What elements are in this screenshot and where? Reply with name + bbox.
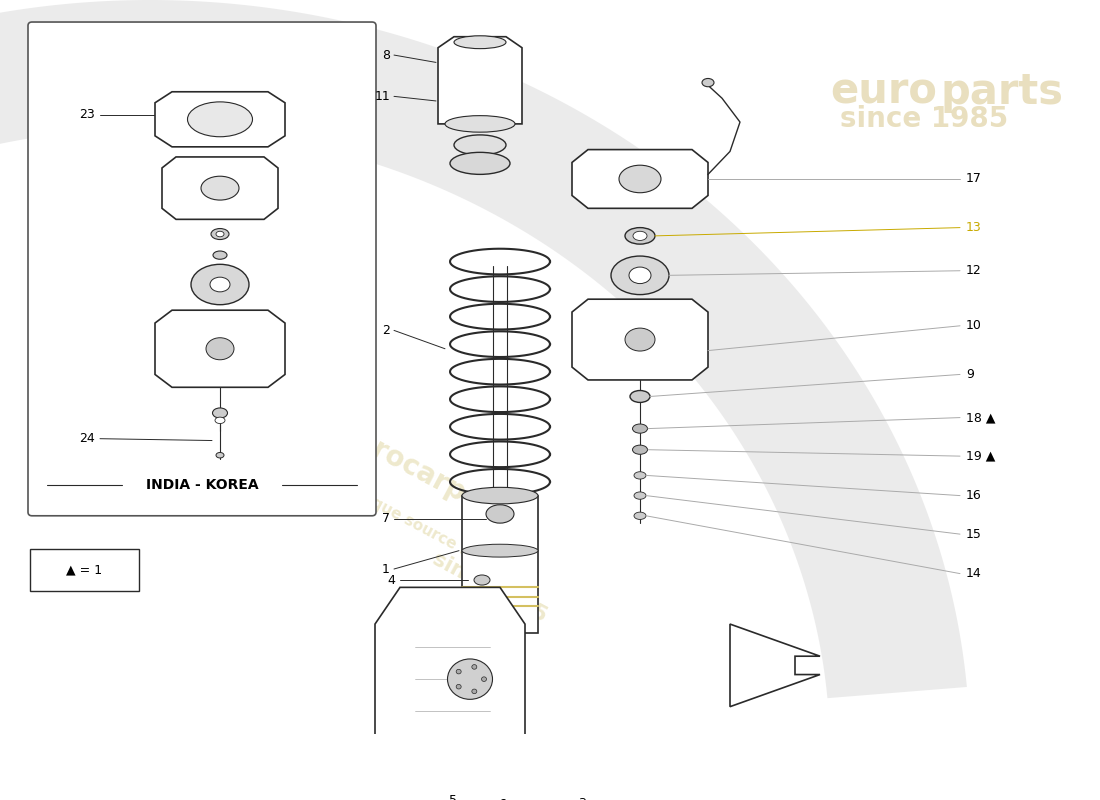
FancyBboxPatch shape [30,549,139,591]
Polygon shape [162,157,278,219]
Ellipse shape [216,453,224,458]
Ellipse shape [484,762,496,770]
Ellipse shape [472,665,476,670]
Text: 1: 1 [382,562,390,575]
Ellipse shape [206,338,234,360]
Ellipse shape [610,256,669,294]
Ellipse shape [632,445,648,454]
Ellipse shape [482,677,486,682]
Ellipse shape [454,36,506,49]
Text: INDIA - KOREA: INDIA - KOREA [145,478,258,491]
Text: 2: 2 [382,324,390,337]
Ellipse shape [634,512,646,519]
Ellipse shape [451,766,464,775]
Text: since 1985: since 1985 [429,549,551,626]
Text: parts: parts [940,70,1063,113]
Ellipse shape [454,135,506,155]
Ellipse shape [630,390,650,402]
Ellipse shape [625,328,654,351]
Ellipse shape [702,78,714,86]
Text: eurocarparts: eurocarparts [334,418,526,537]
FancyBboxPatch shape [28,22,376,516]
Polygon shape [572,150,708,208]
Polygon shape [438,37,522,124]
Text: 8: 8 [382,49,390,62]
Polygon shape [155,92,285,147]
Ellipse shape [211,229,229,239]
Ellipse shape [214,417,225,423]
Polygon shape [155,310,285,387]
Ellipse shape [632,231,647,241]
Bar [462,495,538,634]
Text: 16: 16 [966,489,981,502]
Text: ▲ = 1: ▲ = 1 [66,563,102,577]
Ellipse shape [634,472,646,479]
Text: 10: 10 [966,319,982,332]
Ellipse shape [625,228,654,244]
Ellipse shape [187,102,253,137]
Text: 3: 3 [579,798,586,800]
Text: 23: 23 [79,108,95,122]
Text: 13: 13 [966,221,981,234]
Ellipse shape [632,424,648,433]
Ellipse shape [619,165,661,193]
Text: 7: 7 [382,512,390,525]
Text: 11: 11 [374,90,390,103]
Text: 15: 15 [966,528,982,541]
Ellipse shape [629,267,651,283]
Ellipse shape [472,689,476,694]
Ellipse shape [462,487,538,504]
Ellipse shape [474,575,490,585]
Ellipse shape [213,251,227,259]
Ellipse shape [450,152,510,174]
Ellipse shape [191,264,249,305]
Text: 9: 9 [966,368,974,381]
Text: 24: 24 [79,432,95,445]
Text: 14: 14 [966,567,981,580]
Ellipse shape [512,752,524,759]
Text: 17: 17 [966,173,982,186]
Text: 18 ▲: 18 ▲ [966,411,996,424]
Text: a unique source for parts: a unique source for parts [331,474,529,590]
Text: 5: 5 [449,794,456,800]
Polygon shape [0,0,967,698]
Text: 6: 6 [498,798,506,800]
Polygon shape [572,299,708,380]
Ellipse shape [216,231,224,237]
Ellipse shape [456,685,461,689]
Ellipse shape [201,176,239,200]
Text: since 1985: since 1985 [840,106,1009,134]
Ellipse shape [486,505,514,523]
Polygon shape [730,624,820,706]
Ellipse shape [210,277,230,292]
Polygon shape [375,587,525,762]
Ellipse shape [212,408,228,418]
Text: 12: 12 [966,264,981,278]
Ellipse shape [446,116,515,132]
Ellipse shape [462,544,538,557]
Ellipse shape [634,492,646,499]
Text: 4: 4 [387,574,395,586]
Ellipse shape [456,670,461,674]
Text: 19 ▲: 19 ▲ [966,450,996,462]
Text: euro: euro [830,70,937,113]
Ellipse shape [448,659,493,699]
